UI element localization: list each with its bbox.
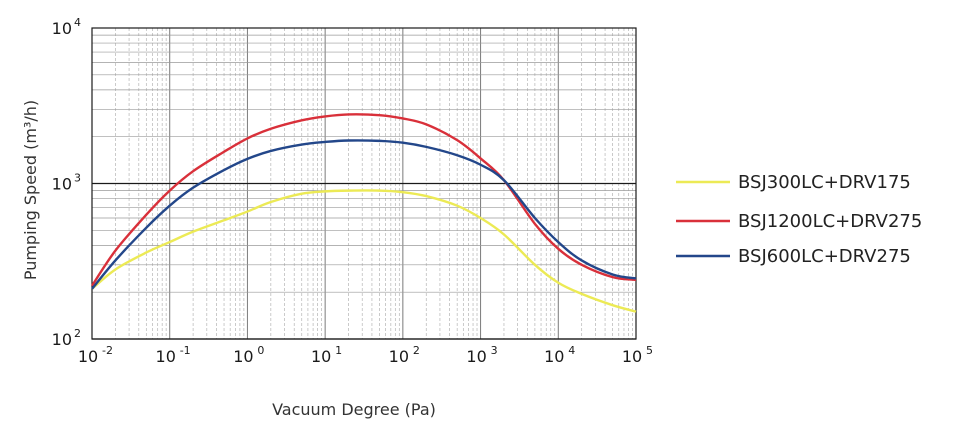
series-line [91,139,637,290]
svg-text:10: 10 [311,347,331,366]
x-tick-label: 10 1 [311,344,342,366]
legend-label: BSJ1200LC+DRV275 [738,211,922,232]
legend-item: BSJ600LC+DRV275 [676,246,911,267]
svg-text:10: 10 [78,347,98,366]
svg-text:2: 2 [413,344,420,357]
legend-label: BSJ600LC+DRV275 [738,246,911,267]
x-tick-label: 10 0 [233,344,264,366]
svg-text:10: 10 [52,175,72,194]
x-axis-label: Vacuum Degree (Pa) [272,400,436,419]
svg-text:10: 10 [52,330,72,349]
series-line [91,113,637,287]
x-axis-ticks: 10 -2 10 -1 10 0 10 1 10 2 10 3 10 4 10 5 [78,344,653,366]
y-axis-label: Pumping Speed (m³/h) [21,100,40,280]
svg-text:-1: -1 [180,344,191,357]
svg-text:-2: -2 [102,344,113,357]
svg-text:10: 10 [544,347,564,366]
y-tick-label: 10 2 [52,327,81,349]
svg-text:2: 2 [74,327,81,340]
series-line [91,189,637,313]
svg-text:4: 4 [568,344,575,357]
svg-text:3: 3 [491,344,498,357]
x-tick-label: 10 2 [389,344,420,366]
x-tick-label: 10 3 [466,344,497,366]
legend: BSJ300LC+DRV175 BSJ1200LC+DRV275 BSJ600LC+… [676,172,922,267]
y-tick-label: 10 4 [52,16,81,38]
svg-text:3: 3 [74,172,81,185]
x-tick-label: 10 -1 [156,344,191,366]
grid [91,28,636,340]
svg-text:10: 10 [156,347,176,366]
legend-label: BSJ300LC+DRV175 [738,172,911,193]
y-tick-label: 10 3 [52,172,81,194]
legend-item: BSJ300LC+DRV175 [676,172,911,193]
legend-item: BSJ1200LC+DRV275 [676,211,922,232]
svg-text:10: 10 [622,347,642,366]
x-tick-label: 10 4 [544,344,575,366]
svg-text:10: 10 [52,19,72,38]
x-tick-label: 10 5 [622,344,653,366]
svg-text:10: 10 [389,347,409,366]
x-tick-label: 10 -2 [78,344,113,366]
plot-frame [91,27,637,340]
svg-text:4: 4 [74,16,81,29]
series-lines [91,113,637,313]
svg-text:10: 10 [466,347,486,366]
svg-text:10: 10 [233,347,253,366]
svg-text:5: 5 [646,344,653,357]
svg-text:1: 1 [335,344,342,357]
svg-text:0: 0 [257,344,264,357]
